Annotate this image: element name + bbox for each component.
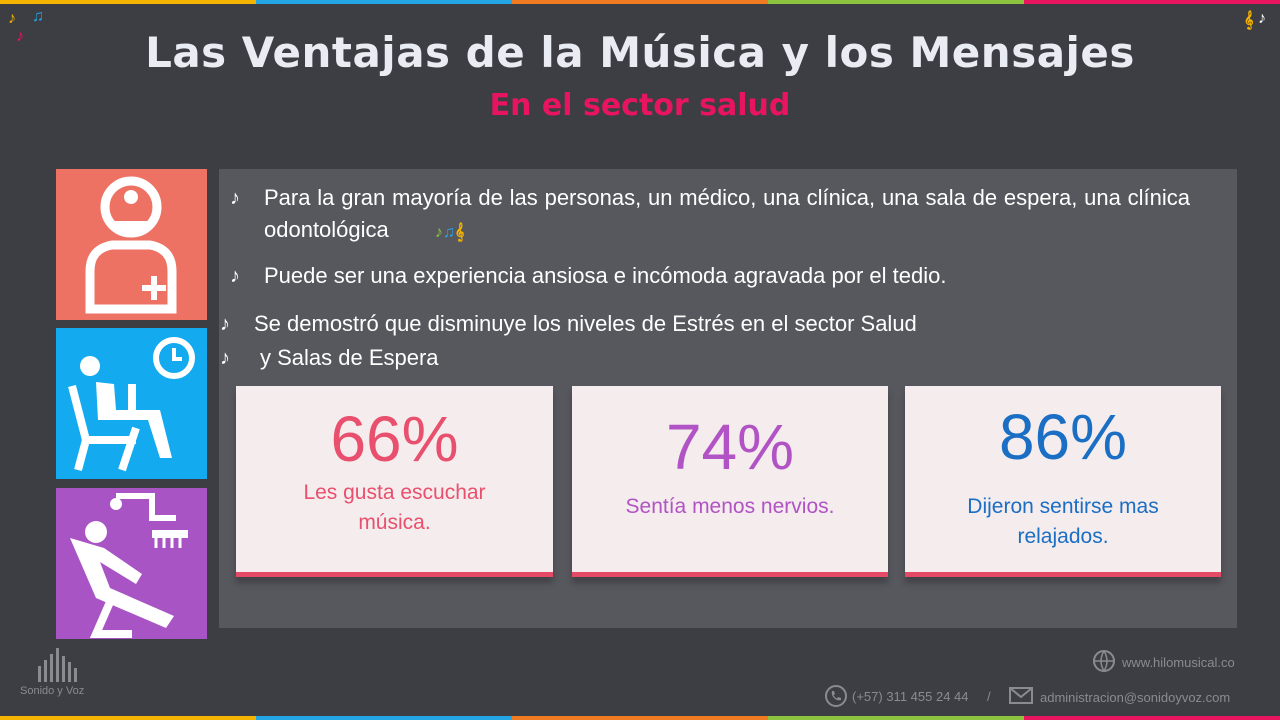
waiting-room-icon [68, 337, 195, 472]
separator: / [987, 689, 991, 704]
stat-value: 86% [998, 401, 1128, 473]
stat-value: 74% [665, 411, 795, 483]
bullet-text: y Salas de Espera [260, 345, 439, 370]
music-note-icon: ♫ [32, 8, 44, 25]
dental-chair-icon [70, 493, 188, 638]
sound-bars-logo [38, 648, 77, 682]
globe-icon [1093, 650, 1115, 673]
bullet-item: ♪ Se demostró que disminuye los niveles … [220, 308, 1120, 340]
music-notes-icon: ♪♫𝄞 [434, 224, 465, 241]
page-title: Las Ventajas de la Música y los Mensajes [145, 28, 1135, 77]
bullet-item: ♪ Para la gran mayoría de las personas, … [230, 182, 1190, 249]
bullet-text: Puede ser una experiencia ansiosa e incó… [264, 263, 947, 288]
email-link[interactable]: administracion@sonidoyvoz.com [1040, 690, 1231, 705]
stat-card: 86% Dijeron sentirse mas relajados. [905, 386, 1221, 577]
music-note-icon: ♪ [220, 313, 230, 335]
music-note-icon: ♪ [8, 10, 16, 27]
stat-label: Sentía menos nervios. [625, 495, 835, 518]
bottom-color-bar [0, 716, 1280, 720]
music-note-icon: 𝄞 [1244, 12, 1254, 29]
top-color-bar [0, 0, 1280, 4]
music-note-icon: ♪ [1258, 10, 1266, 27]
doctor-icon [85, 176, 177, 314]
mail-icon [1009, 687, 1033, 704]
stat-card: 66% Les gusta escuchar música. [236, 386, 553, 577]
music-note-icon: ♪ [16, 28, 24, 45]
music-note-icon: ♪ [230, 265, 240, 287]
music-note-icon: ♪ [230, 187, 240, 209]
website-link[interactable]: www.hilomusical.co [1122, 655, 1235, 670]
dental-tile [56, 488, 207, 639]
bullet-item: ♪ Puede ser una experiencia ansiosa e in… [230, 260, 1190, 292]
doctor-tile [56, 169, 207, 320]
stat-card: 74% Sentía menos nervios. [572, 386, 888, 577]
brand-name: Sonido y Voz [20, 685, 85, 697]
music-note-icon: ♪ [220, 347, 230, 369]
stat-label: Dijeron sentirse mas relajados. [967, 495, 1159, 548]
phone-icon [825, 685, 847, 707]
stat-value: 66% [330, 403, 459, 475]
stat-label: Les gusta escuchar música. [303, 481, 486, 534]
waiting-room-tile [56, 328, 207, 479]
page-subtitle: En el sector salud [489, 88, 791, 123]
bullet-text: Para la gran mayoría de las personas, un… [264, 185, 1190, 242]
bullet-item: ♪ y Salas de Espera [220, 342, 820, 374]
bullet-text: Se demostró que disminuye los niveles de… [254, 311, 917, 336]
phone-number[interactable]: (+57) 311 455 24 44 [852, 689, 969, 704]
